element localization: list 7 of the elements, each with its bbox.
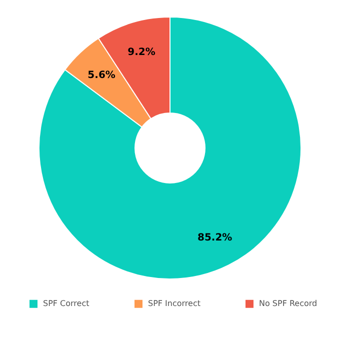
data-label: 85.2%	[197, 232, 232, 244]
legend-label: SPF Correct	[43, 298, 90, 308]
donut-slice	[38, 16, 302, 280]
data-label: 9.2%	[128, 47, 156, 58]
legend-label: No SPF Record	[259, 298, 318, 308]
data-label: 5.6%	[88, 70, 116, 82]
legend-label: SPF Incorrect	[148, 298, 200, 308]
